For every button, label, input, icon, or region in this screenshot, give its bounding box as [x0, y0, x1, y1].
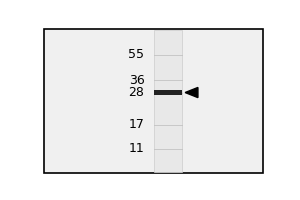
Text: 28: 28	[129, 86, 145, 99]
FancyBboxPatch shape	[154, 30, 182, 172]
FancyBboxPatch shape	[154, 90, 182, 95]
FancyBboxPatch shape	[44, 29, 263, 173]
Polygon shape	[185, 87, 198, 98]
Text: 55: 55	[128, 48, 145, 61]
Text: 11: 11	[129, 142, 145, 155]
Text: 17: 17	[129, 118, 145, 131]
Text: 36: 36	[129, 74, 145, 87]
